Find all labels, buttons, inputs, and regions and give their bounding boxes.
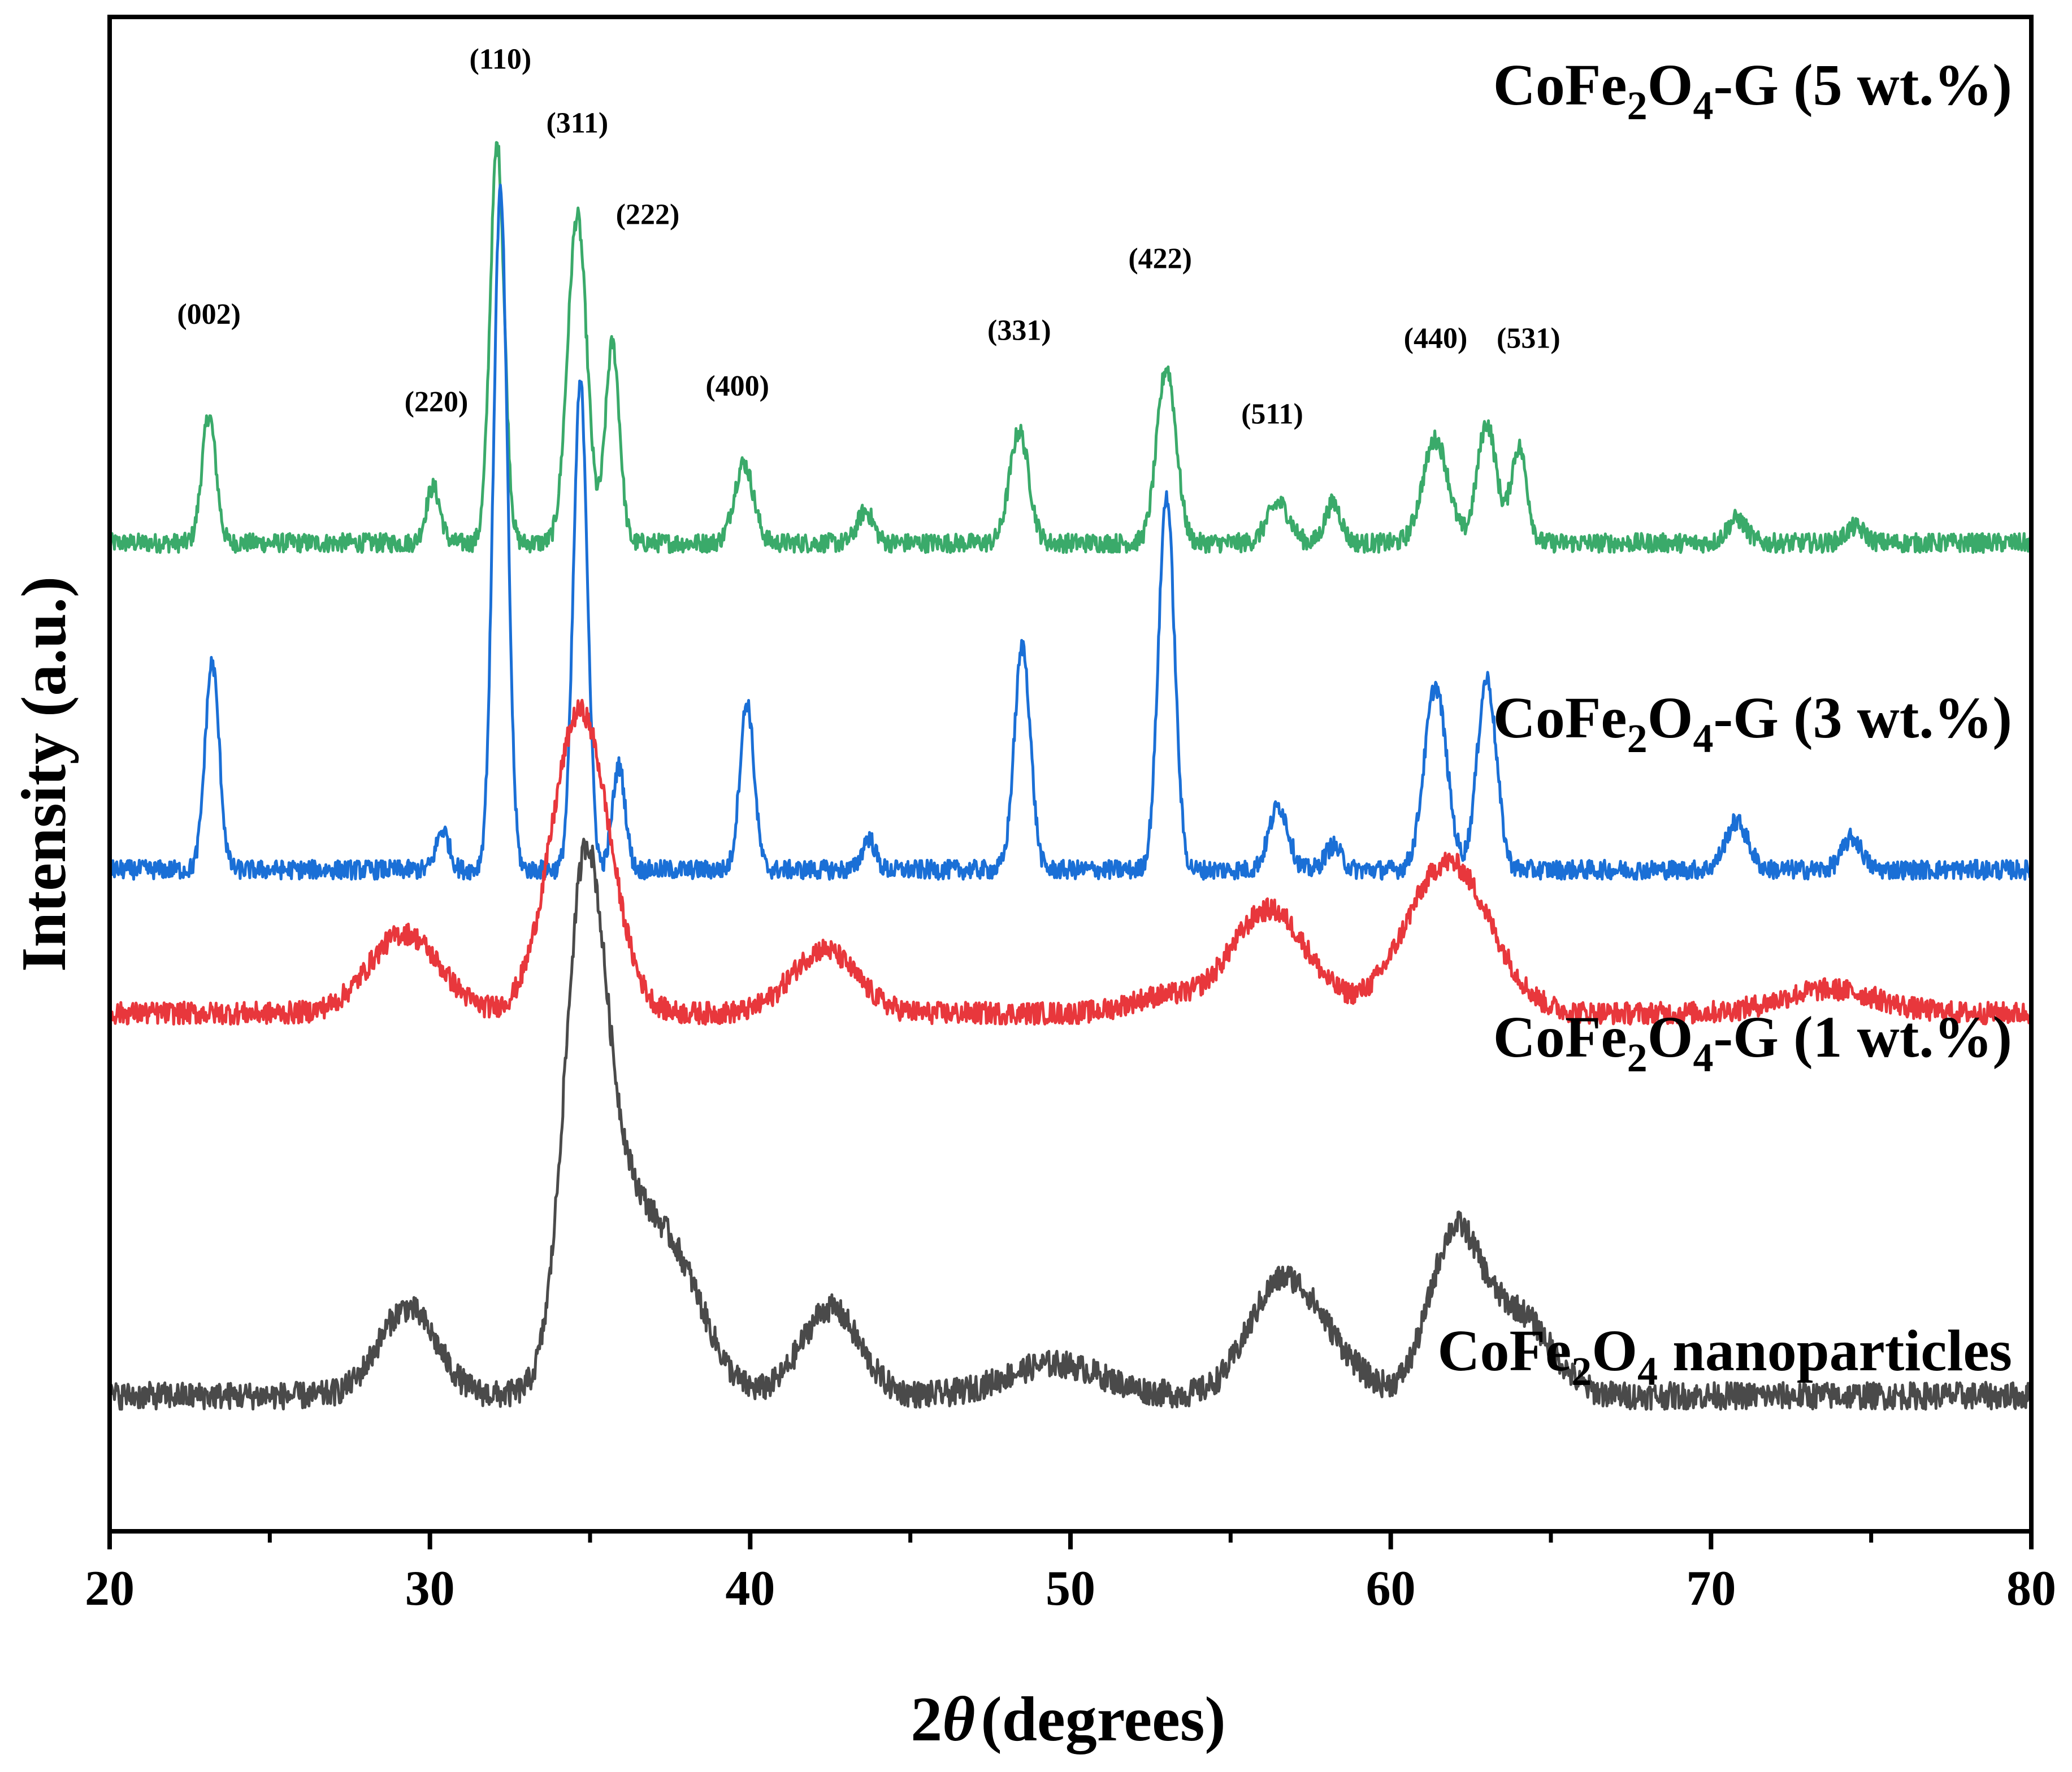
series-label-text: CoFe xyxy=(1493,1005,1627,1070)
peak-label-1: (002) xyxy=(177,298,241,331)
x-axis: 20 30 40 50 60 70 80 xyxy=(85,1531,2056,1616)
peak-label-7: (331) xyxy=(987,314,1051,346)
x-tick-label: 50 xyxy=(1046,1561,1095,1616)
series-label-1: CoFe2O4-G (5 wt.%) xyxy=(1493,53,2012,128)
series-label-subscript: 2 xyxy=(1627,1035,1648,1080)
x-tick-label: 80 xyxy=(2006,1561,2056,1616)
series-label-text: -G (5 wt.%) xyxy=(1713,53,2012,118)
series-label-text: nanoparticles xyxy=(1658,1318,2012,1383)
series-label-subscript: 2 xyxy=(1627,83,1648,128)
peak-label-3: (110) xyxy=(469,44,531,76)
peak-label-4: (311) xyxy=(546,107,608,140)
series-label-text: O xyxy=(1648,1005,1693,1070)
series-label-text: O xyxy=(1592,1318,1637,1383)
series-label-subscript: 2 xyxy=(1627,716,1648,761)
series-label-text: -G (1 wt.%) xyxy=(1713,1005,2012,1070)
x-tick-label: 20 xyxy=(85,1561,135,1616)
peak-label-8: (422) xyxy=(1128,242,1192,275)
series-label-subscript: 4 xyxy=(1693,716,1713,761)
peak-label-10: (440) xyxy=(1404,322,1468,354)
series-label-text: CoFe xyxy=(1437,1318,1571,1383)
series-label-4: CoFe2O4 nanoparticles xyxy=(1437,1318,2012,1394)
x-tick-label: 30 xyxy=(405,1561,455,1616)
x-tick-label: 60 xyxy=(1366,1561,1416,1616)
series-label-text: O xyxy=(1648,685,1693,750)
x-tick-label: 40 xyxy=(725,1561,775,1616)
series-layer xyxy=(108,141,2033,1411)
x-axis-title-theta: θ xyxy=(942,1684,975,1754)
peak-label-5: (222) xyxy=(616,199,680,231)
series-label-text: O xyxy=(1648,53,1693,118)
peak-label-9: (511) xyxy=(1241,398,1303,430)
peak-label-6: (400) xyxy=(705,370,769,402)
series-label-subscript: 4 xyxy=(1693,83,1713,128)
series-label-subscript: 4 xyxy=(1637,1349,1658,1394)
peak-annotations: (002) (220) (110) (311) (222) (400) (331) (422)… xyxy=(177,44,1560,431)
x-axis-title-rest: (degrees) xyxy=(981,1684,1225,1754)
series-label-text: CoFe xyxy=(1493,685,1627,750)
series-label-3: CoFe2O4-G (1 wt.%) xyxy=(1493,1005,2012,1080)
series-label-subscript: 4 xyxy=(1693,1035,1713,1080)
series-line-3 xyxy=(108,698,2032,1026)
x-tick-label: 70 xyxy=(1686,1561,1736,1616)
series-label-text: CoFe xyxy=(1493,53,1627,118)
series-label-subscript: 2 xyxy=(1571,1349,1592,1394)
y-axis-title: Intensity (a.u.) xyxy=(9,576,79,972)
series-label-2: CoFe2O4-G (3 wt.%) xyxy=(1493,685,2012,761)
x-axis-title-prefix: 2 xyxy=(911,1684,942,1754)
series-line-4 xyxy=(108,837,2032,1411)
series-label-text: -G (3 wt.%) xyxy=(1713,685,2012,750)
series-line-1 xyxy=(108,141,2033,554)
peak-label-2: (220) xyxy=(405,386,469,418)
x-axis-title: 2θ(degrees) xyxy=(911,1684,1225,1754)
peak-label-11: (531) xyxy=(1497,322,1560,354)
series-line-2 xyxy=(109,184,2033,881)
series-labels: CoFe2O4-G (5 wt.%)CoFe2O4-G (3 wt.%)CoFe… xyxy=(1437,53,2012,1394)
